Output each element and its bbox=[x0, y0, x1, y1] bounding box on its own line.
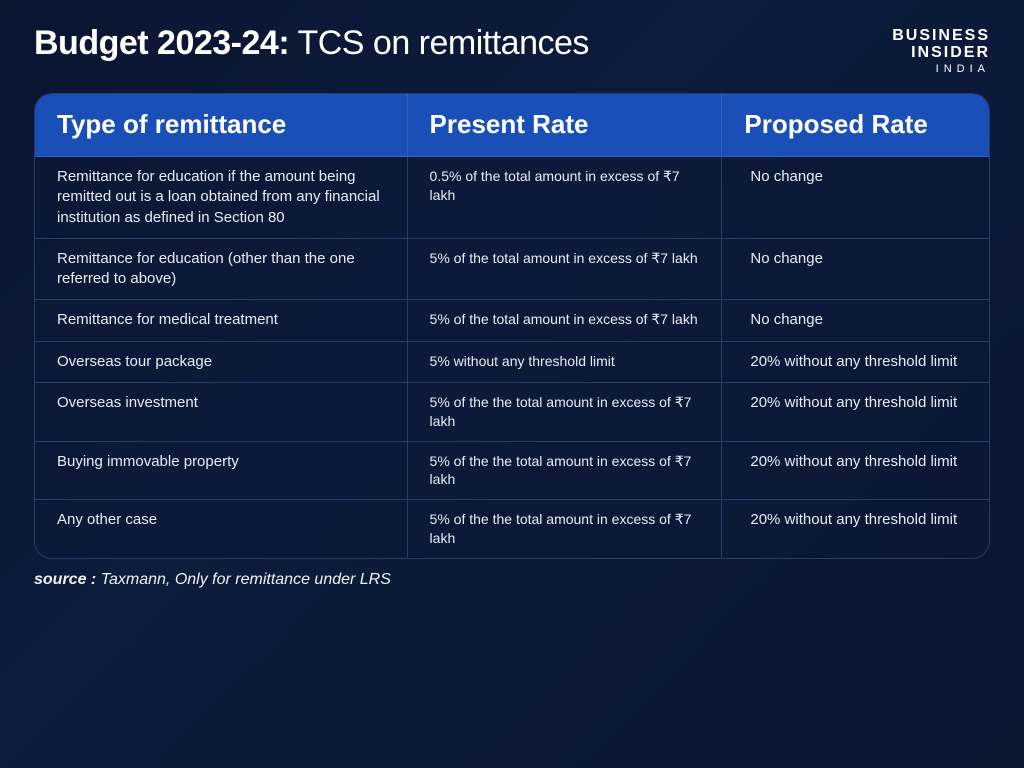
cell-present: 0.5% of the total amount in excess of ₹7… bbox=[407, 157, 722, 239]
cell-present: 5% of the the total amount in excess of … bbox=[407, 500, 722, 558]
cell-proposed: No change bbox=[722, 300, 989, 341]
table-container: Type of remittance Present Rate Proposed… bbox=[34, 93, 990, 559]
source-text: Taxmann, Only for remittance under LRS bbox=[96, 571, 391, 588]
table-row: Overseas tour package 5% without any thr… bbox=[35, 341, 989, 382]
cell-type: Remittance for medical treatment bbox=[35, 300, 407, 341]
col-header-proposed: Proposed Rate bbox=[722, 94, 989, 156]
title-bold: Budget 2023-24: bbox=[34, 24, 289, 62]
header: Budget 2023-24: TCS on remittances BUSIN… bbox=[0, 0, 1024, 93]
remittance-table: Type of remittance Present Rate Proposed… bbox=[35, 94, 989, 558]
cell-proposed: 20% without any threshold limit bbox=[722, 341, 989, 382]
cell-proposed: 20% without any threshold limit bbox=[722, 500, 989, 558]
title-rest: TCS on remittances bbox=[289, 24, 589, 62]
cell-proposed: No change bbox=[722, 157, 989, 239]
cell-type: Remittance for education (other than the… bbox=[35, 238, 407, 300]
brand-sub: INDIA bbox=[892, 64, 990, 76]
table-header-row: Type of remittance Present Rate Proposed… bbox=[35, 94, 989, 156]
cell-type: Remittance for education if the amount b… bbox=[35, 157, 407, 239]
cell-proposed: No change bbox=[722, 238, 989, 300]
source-line: source : Taxmann, Only for remittance un… bbox=[0, 559, 1024, 589]
cell-present: 5% of the the total amount in excess of … bbox=[407, 441, 722, 500]
cell-type: Buying immovable property bbox=[35, 441, 407, 500]
brand-logo: BUSINESS INSIDER INDIA bbox=[892, 28, 990, 75]
source-label: source : bbox=[34, 571, 96, 588]
cell-present: 5% of the the total amount in excess of … bbox=[407, 382, 722, 441]
table-row: Remittance for education (other than the… bbox=[35, 238, 989, 300]
cell-proposed: 20% without any threshold limit bbox=[722, 382, 989, 441]
cell-present: 5% of the total amount in excess of ₹7 l… bbox=[407, 238, 722, 300]
table-row: Remittance for medical treatment 5% of t… bbox=[35, 300, 989, 341]
table-row: Overseas investment 5% of the the total … bbox=[35, 382, 989, 441]
page-title: Budget 2023-24: TCS on remittances bbox=[34, 24, 589, 63]
brand-line-1: BUSINESS bbox=[892, 28, 990, 45]
col-header-type: Type of remittance bbox=[35, 94, 407, 156]
cell-type: Any other case bbox=[35, 500, 407, 558]
cell-type: Overseas tour package bbox=[35, 341, 407, 382]
table-row: Buying immovable property 5% of the the … bbox=[35, 441, 989, 500]
brand-line-2: INSIDER bbox=[892, 45, 990, 62]
cell-present: 5% without any threshold limit bbox=[407, 341, 722, 382]
table-row: Any other case 5% of the the total amoun… bbox=[35, 500, 989, 558]
cell-type: Overseas investment bbox=[35, 382, 407, 441]
col-header-present: Present Rate bbox=[407, 94, 722, 156]
cell-present: 5% of the total amount in excess of ₹7 l… bbox=[407, 300, 722, 341]
table-row: Remittance for education if the amount b… bbox=[35, 157, 989, 239]
cell-proposed: 20% without any threshold limit bbox=[722, 441, 989, 500]
